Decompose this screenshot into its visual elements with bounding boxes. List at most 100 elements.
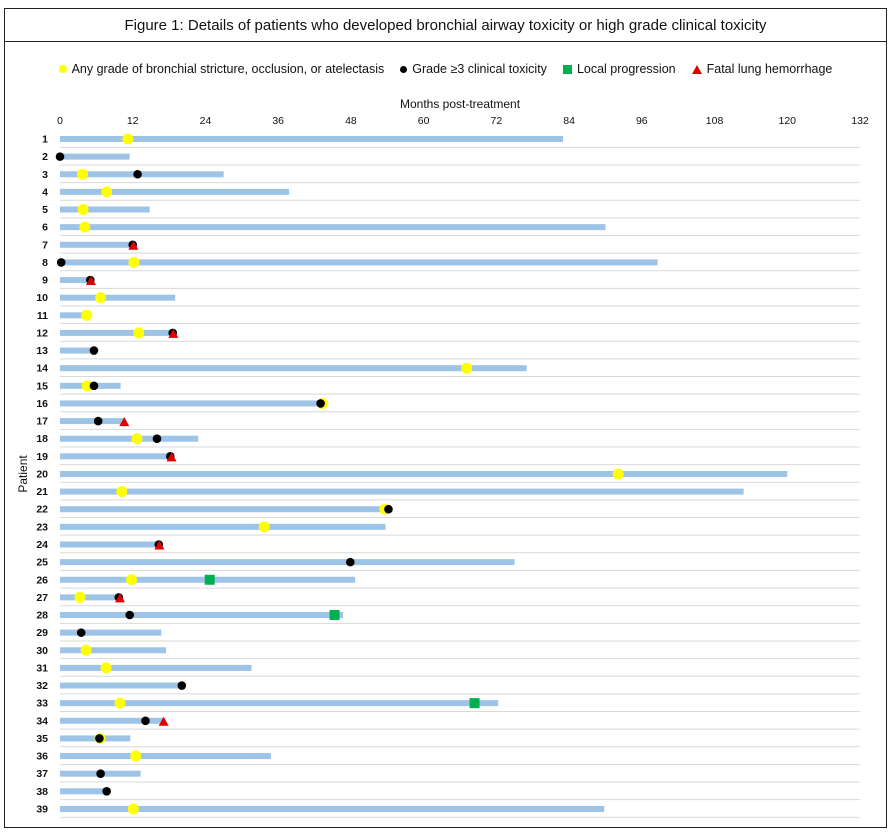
stricture-marker <box>128 256 140 268</box>
followup-bar <box>60 682 182 689</box>
patient-label: 29 <box>36 627 48 639</box>
followup-bar <box>60 506 386 513</box>
followup-bar <box>60 418 126 425</box>
patient-label: 24 <box>36 539 48 551</box>
followup-bar <box>60 347 94 354</box>
patient-label: 18 <box>36 433 48 445</box>
patient-label: 12 <box>36 327 48 339</box>
legend-label-hemorrhage: Fatal lung hemorrhage <box>706 62 833 76</box>
patient-label: 33 <box>36 698 48 710</box>
grade3-marker <box>384 504 393 514</box>
followup-bar <box>60 206 150 213</box>
figure-frame: Figure 1: Details of patients who develo… <box>4 8 887 828</box>
legend: Any grade of bronchial stricture, occlus… <box>5 62 886 76</box>
patient-label: 17 <box>36 416 48 428</box>
patient-label: 7 <box>42 239 48 251</box>
followup-bar <box>60 523 386 530</box>
patient-label: 2 <box>42 151 48 163</box>
stricture-marker <box>130 750 142 762</box>
x-tick-label: 84 <box>563 115 575 127</box>
stricture-marker <box>77 204 89 216</box>
followup-bar <box>60 488 744 495</box>
stricture-marker <box>81 380 93 392</box>
patient-label: 21 <box>36 486 48 498</box>
stricture-marker <box>116 486 128 498</box>
x-tick-label: 60 <box>418 115 430 127</box>
hemorrhage-marker <box>166 452 177 462</box>
stricture-marker <box>101 186 113 198</box>
patient-label: 26 <box>36 574 48 586</box>
followup-bar <box>60 805 605 812</box>
grade3-marker <box>55 152 65 161</box>
followup-bar <box>60 277 92 284</box>
patient-label: 16 <box>36 398 48 410</box>
followup-bar <box>60 700 499 707</box>
followup-bar <box>60 241 134 248</box>
patient-label: 35 <box>36 733 48 745</box>
patient-label: 8 <box>42 257 48 269</box>
legend-item-hemorrhage: Fatal lung hemorrhage <box>691 62 833 76</box>
followup-bar <box>60 224 606 231</box>
x-tick-label: 120 <box>779 115 797 127</box>
stricture-marker <box>114 697 126 709</box>
grade3-marker <box>141 716 150 726</box>
patient-label: 37 <box>36 768 48 780</box>
grade3-marker <box>96 769 105 778</box>
grade3-marker <box>346 557 355 567</box>
stricture-marker <box>79 221 91 233</box>
x-tick-label: 0 <box>57 115 63 127</box>
followup-bar <box>60 153 130 160</box>
patient-label: 36 <box>36 751 48 763</box>
grade3-marker <box>102 787 111 796</box>
followup-bar <box>60 647 167 654</box>
followup-bar <box>60 453 172 460</box>
legend-label-grade3: Grade ≥3 clinical toxicity <box>412 62 547 76</box>
green-square-icon <box>562 64 572 74</box>
followup-bar <box>60 259 658 266</box>
patient-label: 11 <box>37 310 48 322</box>
followup-bar <box>60 753 271 760</box>
patient-label: 25 <box>36 557 48 569</box>
followup-bar <box>60 470 788 477</box>
patient-label: 5 <box>42 204 48 216</box>
stricture-marker <box>258 521 270 533</box>
stricture-marker <box>100 662 112 674</box>
stricture-marker <box>80 644 92 656</box>
hemorrhage-marker <box>154 540 165 550</box>
patient-label: 13 <box>36 345 48 357</box>
patient-label: 10 <box>36 292 48 304</box>
grade3-marker <box>316 399 325 408</box>
yellow-circle-icon <box>58 65 67 73</box>
stricture-marker <box>81 309 93 321</box>
followup-bar <box>60 788 105 795</box>
followup-bar <box>60 400 322 407</box>
patient-label: 39 <box>36 803 48 815</box>
progression-marker <box>204 574 215 585</box>
y-axis-title: Patient <box>16 455 30 493</box>
x-tick-label: 48 <box>345 115 357 127</box>
stricture-marker <box>131 433 143 445</box>
progression-marker <box>469 698 480 709</box>
grade3-marker <box>76 628 86 637</box>
patient-label: 20 <box>36 468 48 480</box>
x-tick-label: 36 <box>272 115 284 127</box>
patient-label: 19 <box>36 451 48 463</box>
followup-bar <box>60 312 88 319</box>
grade3-marker <box>89 346 99 355</box>
stricture-marker <box>76 168 88 180</box>
followup-bar <box>60 136 564 142</box>
grade3-marker <box>89 381 99 391</box>
grade3-marker <box>56 258 66 267</box>
patient-label: 9 <box>42 275 48 287</box>
patient-label: 31 <box>36 662 48 674</box>
grade3-marker <box>125 610 134 620</box>
legend-label-stricture: Any grade of bronchial stricture, occlus… <box>71 62 385 76</box>
patient-label: 3 <box>42 169 48 181</box>
hemorrhage-marker <box>85 276 96 286</box>
patient-label: 4 <box>42 186 48 198</box>
patient-label: 27 <box>36 592 48 604</box>
grade3-marker <box>177 681 187 690</box>
hemorrhage-marker <box>158 716 169 726</box>
figure-title: Figure 1: Details of patients who develo… <box>5 9 886 42</box>
